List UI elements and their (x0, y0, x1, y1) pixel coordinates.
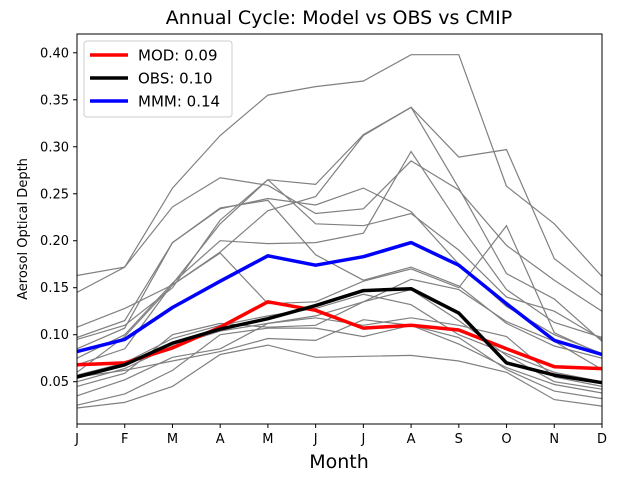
plot-frame (76, 33, 603, 425)
mmm-line (76, 240, 603, 357)
cmip-model-line-12 (76, 293, 603, 383)
x-axis-label: Month (309, 451, 369, 473)
cmip-model-line-3 (76, 199, 603, 359)
legend-label-mod: MOD: 0.09 (138, 47, 218, 65)
x-tick-label: N (549, 432, 559, 447)
x-tick-label: S (455, 432, 463, 447)
obs-line (76, 286, 603, 385)
y-axis: 0.05 0.10 0.15 0.20 0.25 0.30 0.35 0.40 (40, 46, 77, 390)
x-tick-label: O (501, 432, 511, 447)
cmip-model-line-15 (76, 319, 603, 394)
x-tick-label: J (74, 432, 79, 447)
cmip-model-line-9 (76, 224, 603, 373)
cmip-model-line-14 (76, 324, 603, 406)
y-tick-label: 0.10 (40, 328, 69, 343)
cmip-model-line-10 (76, 278, 603, 387)
legend-box (83, 40, 233, 118)
x-tick-label: A (407, 432, 416, 447)
y-tick-label: 0.15 (40, 281, 69, 296)
cmip-model-line-16 (76, 344, 603, 409)
cmip-model-line-7 (76, 106, 603, 342)
x-tick-label: J (313, 432, 318, 447)
legend-label-mmm: MMM: 0.14 (138, 93, 220, 111)
y-tick-label: 0.35 (40, 93, 69, 108)
cmip-model-line-1 (76, 54, 603, 277)
cmip-model-line-4 (76, 106, 603, 340)
x-tick-label: M (167, 432, 178, 447)
x-tick-label: F (121, 432, 128, 447)
cmip-model-line-13 (76, 288, 603, 390)
y-tick-label: 0.20 (40, 234, 69, 249)
y-tick-label: 0.05 (40, 375, 69, 390)
cmip-model-line-2 (76, 160, 603, 312)
legend-label-obs: OBS: 0.10 (138, 70, 213, 88)
x-tick-label: J (360, 432, 365, 447)
y-tick-label: 0.40 (40, 46, 69, 61)
y-tick-label: 0.30 (40, 140, 69, 155)
mod-line (76, 300, 603, 371)
cmip-lines (76, 54, 603, 409)
cmip-model-line-8 (76, 150, 603, 359)
y-axis-label: Aerosol Optical Depth (16, 158, 31, 300)
x-tick-label: D (597, 432, 607, 447)
chart-title: Annual Cycle: Model vs OBS vs CMIP (166, 7, 512, 29)
cmip-model-line-5 (76, 178, 603, 366)
series-lines (76, 240, 603, 385)
x-tick-label: A (216, 432, 225, 447)
cmip-model-line-11 (76, 317, 603, 397)
legend: MOD: 0.09 OBS: 0.10 MMM: 0.14 (83, 40, 233, 118)
x-tick-label: M (262, 432, 273, 447)
y-tick-label: 0.25 (40, 187, 69, 202)
